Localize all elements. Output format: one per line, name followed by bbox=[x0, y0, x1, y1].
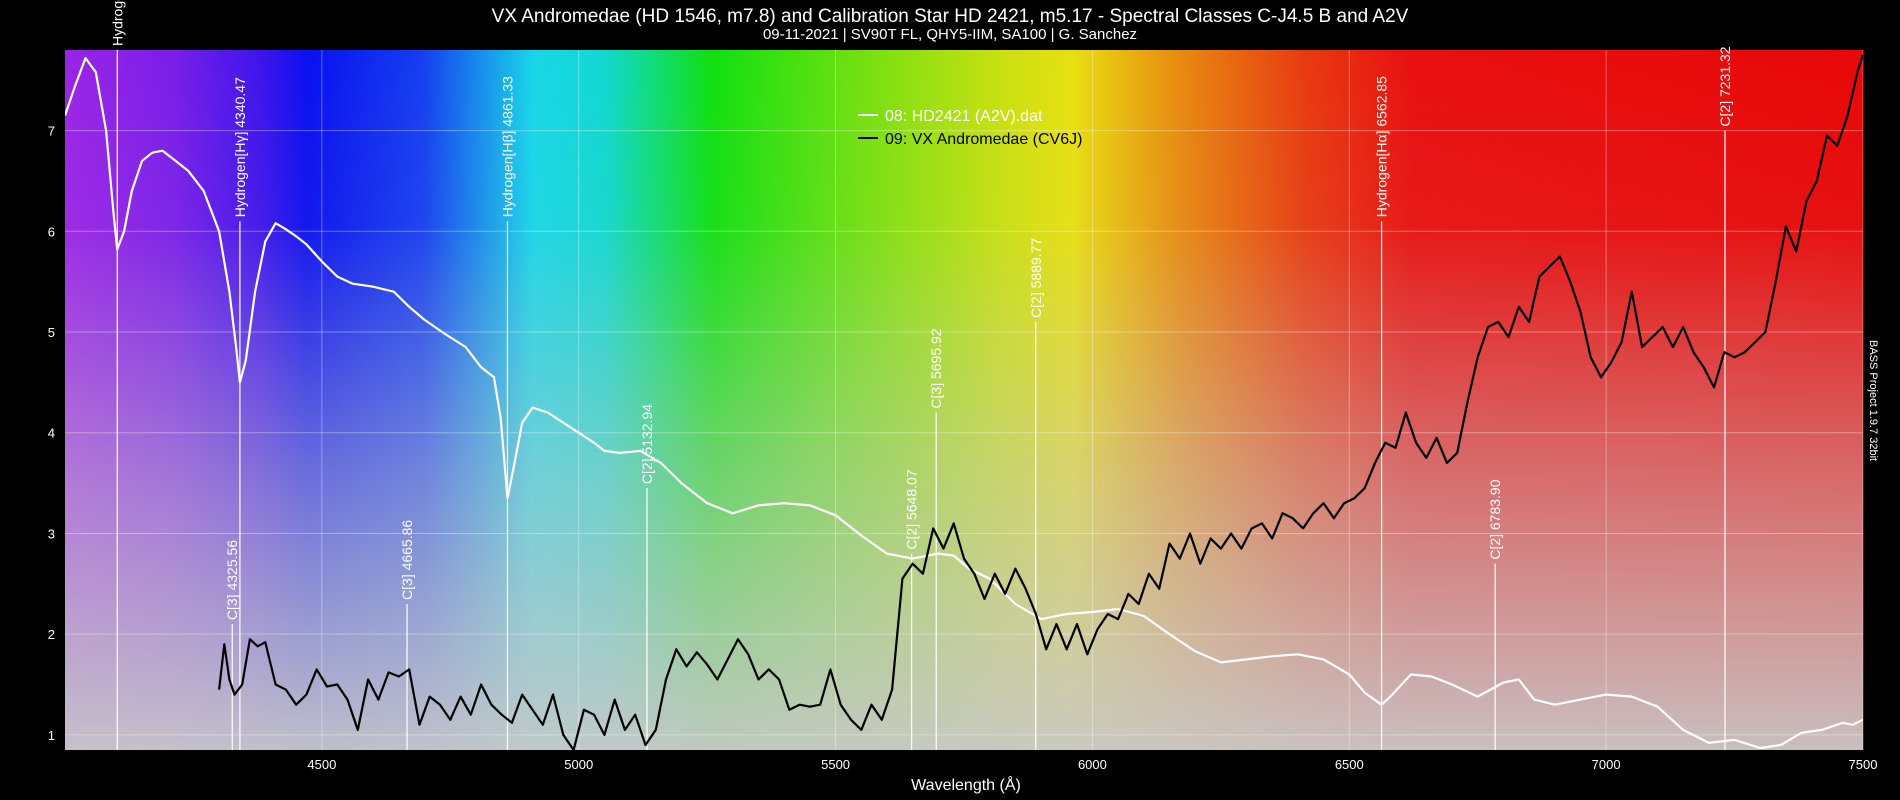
grid bbox=[65, 50, 1864, 750]
y-tick-label: 2 bbox=[48, 627, 55, 642]
marker-label: Hydrogen[Hα] 6562.85 bbox=[1374, 76, 1390, 217]
marker-label: C[3] 5695.92 bbox=[928, 328, 944, 408]
x-axis-label: Wavelength (Å) bbox=[911, 775, 1021, 794]
marker-label: C[2] 5132.94 bbox=[639, 404, 655, 484]
x-tick-label: 5500 bbox=[821, 757, 850, 772]
y-tick-label: 6 bbox=[48, 224, 55, 239]
chart-subtitle: 09-11-2021 | SV90T FL, QHY5-IIM, SA100 |… bbox=[763, 26, 1137, 43]
marker-label: Hydrogen[Hδ] 4101.74 bbox=[109, 0, 125, 46]
x-tick-label: 7000 bbox=[1592, 757, 1621, 772]
y-tick-label: 5 bbox=[48, 325, 55, 340]
marker-label: C[2] 5889.77 bbox=[1028, 238, 1044, 318]
marker-label: C[3] 4665.86 bbox=[399, 520, 415, 600]
x-axis: 4500 5000 5500 6000 6500 7000 7500 bbox=[307, 757, 1877, 772]
marker-label: Hydrogen[Hβ] 4861.33 bbox=[499, 76, 515, 217]
y-tick-label: 3 bbox=[48, 526, 55, 541]
legend: 08: HD2421 (A2V).dat 09: VX Andromedae (C… bbox=[858, 108, 1082, 148]
chart-title: VX Andromedae (HD 1546, m7.8) and Calibr… bbox=[492, 6, 1409, 27]
watermark: BASS Project 1.9.7 32bit bbox=[1867, 340, 1879, 461]
plot-area: Hydrogen[Hδ] 4101.74 Hydrogen[Hγ] 4340.47… bbox=[65, 0, 1864, 750]
x-tick-label: 7500 bbox=[1849, 757, 1878, 772]
marker-label: C[2] 7231.32 bbox=[1717, 46, 1733, 126]
spectrum-background-fade bbox=[65, 50, 1863, 750]
y-tick-label: 7 bbox=[48, 124, 55, 139]
y-tick-label: 4 bbox=[48, 426, 55, 441]
marker-label: C[3] 4325.56 bbox=[224, 540, 240, 620]
series-line-hd2421 bbox=[65, 57, 1863, 750]
series-layer bbox=[65, 54, 1863, 750]
marker-label: C[2] 6783.90 bbox=[1487, 479, 1503, 559]
marker-label: C[2] 5648.07 bbox=[904, 469, 920, 549]
marker-label: Hydrogen[Hγ] 4340.47 bbox=[232, 77, 248, 217]
line-markers: Hydrogen[Hδ] 4101.74 Hydrogen[Hγ] 4340.47… bbox=[109, 0, 1733, 750]
x-tick-label: 6000 bbox=[1078, 757, 1107, 772]
legend-entry: 08: HD2421 (A2V).dat bbox=[885, 108, 1043, 125]
y-axis: 1 2 3 4 5 6 7 bbox=[48, 124, 55, 743]
x-tick-label: 6500 bbox=[1335, 757, 1364, 772]
y-tick-label: 1 bbox=[48, 728, 55, 743]
x-tick-label: 4500 bbox=[307, 757, 336, 772]
series-line-vx-andromedae bbox=[218, 54, 1863, 750]
legend-entry: 09: VX Andromedae (CV6J) bbox=[885, 131, 1082, 148]
x-tick-label: 5000 bbox=[564, 757, 593, 772]
